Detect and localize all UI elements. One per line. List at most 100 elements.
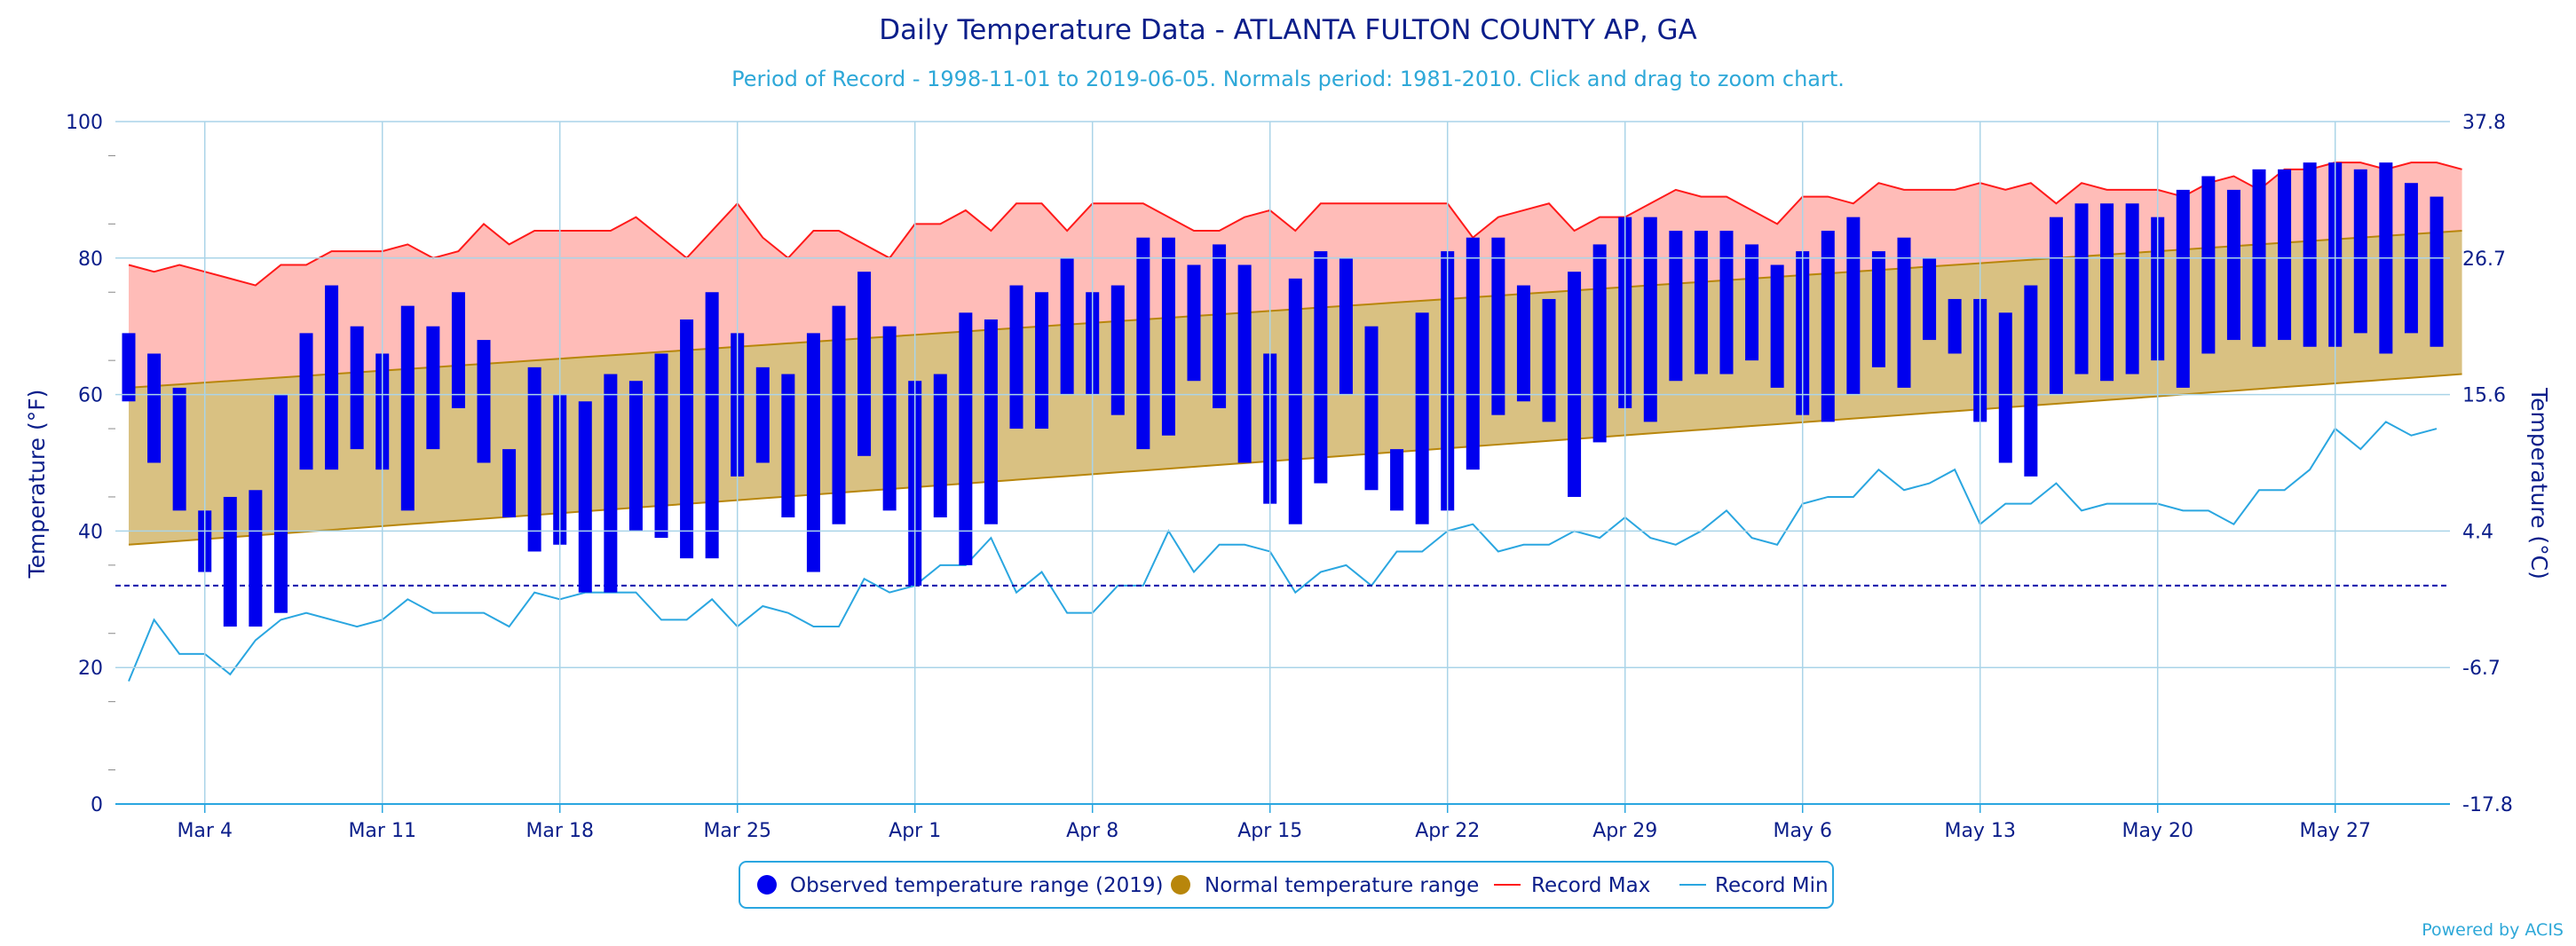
observed-bar[interactable] — [2100, 203, 2114, 382]
observed-bar[interactable] — [1923, 257, 1937, 341]
observed-bar[interactable] — [1592, 244, 1607, 443]
plot-area[interactable] — [115, 162, 2462, 682]
observed-bar[interactable] — [299, 333, 313, 470]
observed-bar[interactable] — [122, 333, 136, 402]
observed-bar[interactable] — [705, 292, 719, 559]
observed-bar[interactable] — [654, 353, 668, 539]
y-tick-label-left: 40 — [78, 521, 103, 543]
observed-bar[interactable] — [857, 272, 872, 456]
observed-bar[interactable] — [1110, 285, 1125, 415]
observed-bar[interactable] — [1415, 312, 1429, 524]
observed-bar[interactable] — [2303, 162, 2317, 347]
observed-bar[interactable] — [1871, 251, 1885, 367]
x-tick-label: Apr 1 — [889, 820, 941, 842]
observed-bar[interactable] — [172, 387, 186, 511]
observed-bar[interactable] — [502, 449, 517, 518]
observed-bar[interactable] — [1542, 298, 1556, 422]
x-tick-label: May 13 — [1944, 820, 2015, 842]
x-tick-label: Mar 18 — [525, 820, 594, 842]
observed-bar[interactable] — [1288, 278, 1302, 524]
observed-bar[interactable] — [604, 374, 618, 593]
observed-bar[interactable] — [527, 367, 541, 552]
observed-bar[interactable] — [628, 381, 643, 532]
observed-bar[interactable] — [2024, 285, 2038, 477]
observed-bar[interactable] — [2226, 189, 2240, 341]
observed-bar[interactable] — [400, 305, 415, 511]
observed-bar[interactable] — [1466, 237, 1480, 470]
observed-bar[interactable] — [2074, 203, 2089, 374]
observed-bar[interactable] — [147, 353, 162, 463]
observed-bar[interactable] — [1339, 257, 1353, 395]
observed-bar[interactable] — [1719, 231, 1734, 374]
observed-bar[interactable] — [1161, 237, 1175, 436]
observed-bar[interactable] — [350, 326, 364, 450]
observed-bar[interactable] — [1314, 251, 1328, 484]
observed-bar[interactable] — [1745, 244, 1759, 361]
y-tick-label-left: 60 — [78, 385, 103, 407]
observed-bar[interactable] — [832, 305, 846, 524]
observed-bar[interactable] — [1846, 217, 1861, 395]
x-tick-label: Apr 22 — [1415, 820, 1480, 842]
observed-bar[interactable] — [1009, 285, 1023, 430]
observed-bar[interactable] — [477, 340, 491, 463]
legend-observed-label[interactable]: Observed temperature range (2019) — [790, 874, 1164, 897]
observed-bar[interactable] — [1770, 264, 1784, 388]
observed-bar[interactable] — [1491, 237, 1505, 415]
x-tick-label: Mar 4 — [177, 820, 233, 842]
observed-bar[interactable] — [1390, 449, 1404, 511]
observed-bar[interactable] — [426, 326, 440, 450]
observed-bar[interactable] — [1516, 285, 1530, 402]
legend-observed-marker[interactable] — [757, 875, 777, 895]
observed-bar[interactable] — [806, 333, 820, 572]
observed-bar[interactable] — [755, 367, 770, 463]
y-tick-label-right: 15.6 — [2462, 385, 2506, 407]
observed-bar[interactable] — [1694, 231, 1708, 374]
x-tick-label: May 27 — [2299, 820, 2370, 842]
observed-bar[interactable] — [2430, 196, 2444, 347]
chart-subtitle: Period of Record - 1998-11-01 to 2019-06… — [731, 67, 1845, 91]
observed-bar[interactable] — [680, 319, 694, 559]
observed-bar[interactable] — [325, 285, 339, 470]
observed-bar[interactable] — [1136, 237, 1150, 450]
observed-bar[interactable] — [781, 374, 795, 518]
x-tick-label: May 20 — [2122, 820, 2193, 842]
observed-bar[interactable] — [249, 490, 263, 627]
observed-bar[interactable] — [1643, 217, 1657, 422]
observed-bar[interactable] — [1213, 244, 1227, 408]
observed-bar[interactable] — [959, 312, 973, 565]
observed-bar[interactable] — [578, 401, 592, 593]
observed-bar[interactable] — [451, 292, 465, 408]
observed-bar[interactable] — [223, 496, 237, 627]
observed-bar[interactable] — [1821, 231, 1835, 422]
axes: 0 -17.8 20 -6.7 40 4.4 60 15.6 80 26.7 100 37.8 Mar … — [66, 112, 2513, 842]
observed-bar[interactable] — [1669, 231, 1683, 382]
observed-bar[interactable] — [2201, 176, 2216, 354]
legend-record-min-label[interactable]: Record Min — [1715, 874, 1829, 897]
observed-bar[interactable] — [1060, 257, 1074, 395]
legend-normal-marker[interactable] — [1171, 875, 1190, 895]
observed-bar[interactable] — [933, 374, 947, 518]
observed-bar[interactable] — [2049, 217, 2063, 395]
observed-bar[interactable] — [1998, 312, 2012, 463]
observed-bar[interactable] — [1237, 264, 1252, 463]
y-tick-label-right: -17.8 — [2462, 794, 2513, 816]
observed-bar[interactable] — [1187, 264, 1201, 382]
credits-link[interactable]: Powered by ACIS — [2422, 920, 2564, 940]
observed-bar[interactable] — [984, 319, 998, 524]
observed-bar[interactable] — [273, 394, 288, 613]
observed-bar[interactable] — [2353, 169, 2367, 334]
observed-bar[interactable] — [2278, 169, 2292, 341]
observed-bar[interactable] — [1364, 326, 1379, 491]
observed-bar[interactable] — [1897, 237, 1911, 388]
observed-bar[interactable] — [2125, 203, 2139, 374]
observed-bar[interactable] — [1035, 292, 1049, 430]
legend-record-max-label[interactable]: Record Max — [1531, 874, 1650, 897]
x-tick-label: Mar 25 — [703, 820, 771, 842]
observed-bar[interactable] — [1948, 298, 1962, 354]
observed-bar[interactable] — [1568, 272, 1582, 497]
record-min-line — [128, 421, 2438, 682]
observed-bar[interactable] — [882, 326, 897, 511]
legend-normal-label[interactable]: Normal temperature range — [1205, 874, 1479, 897]
observed-bar[interactable] — [2176, 189, 2190, 388]
